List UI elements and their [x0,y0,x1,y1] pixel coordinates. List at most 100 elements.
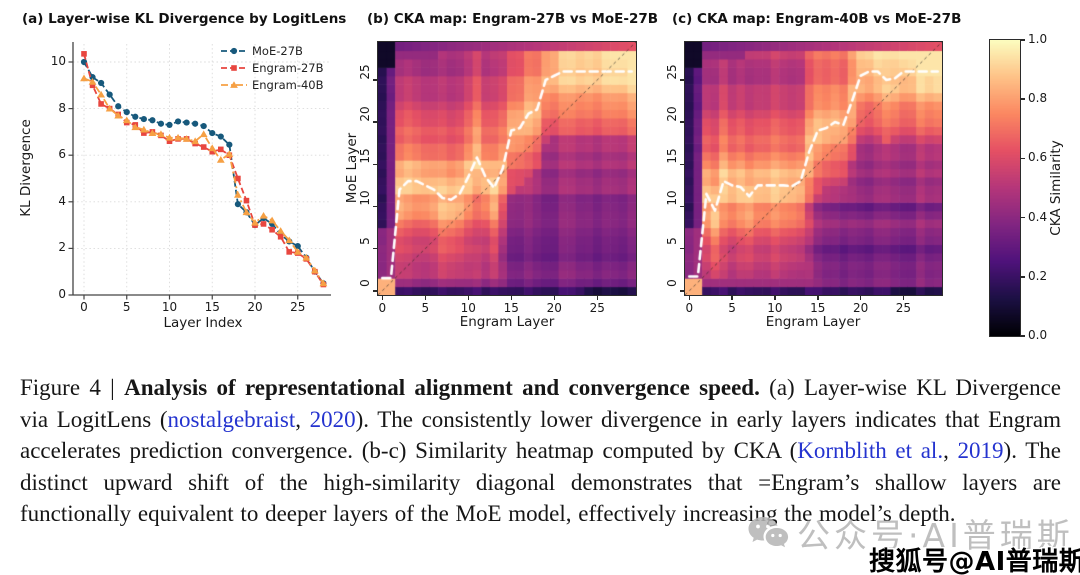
tick-label: 0 [665,278,679,287]
tick-mark [1021,216,1025,219]
tick-label: 20 [546,301,562,315]
tick-label: 10 [50,54,66,68]
tick-label: 25 [358,64,372,80]
tick-label: 5 [421,301,430,315]
tick-mark [680,121,684,123]
tick-label: 0 [685,301,694,315]
tick-label: 15 [204,300,220,314]
panel-a-xaxis-label: Layer Index [163,315,243,331]
tick-mark [680,290,684,292]
tick-mark [774,296,776,300]
cka-heatmap-engram40b-vs-moe27b [684,41,943,296]
caption-text: (a) Layer-wise KL Divergence via LogitLe… [20,375,1061,432]
tick-label: 0.2 [1028,268,1048,283]
tick-mark [817,296,819,300]
caption-text: ). The consistently lower divergence in … [20,406,1061,464]
tick-mark [680,247,684,250]
tick-mark [1021,276,1025,278]
tick-label: 15 [810,301,826,315]
panel-a-yaxis-label: KL Divergence [18,119,34,217]
tick-label: 20 [247,300,263,314]
tick-label: 0 [58,287,66,301]
tick-label: 1.0 [1028,32,1048,46]
tick-mark [680,163,684,166]
tick-mark [1021,157,1025,160]
tick-mark [373,247,377,250]
tick-mark [1021,335,1025,337]
tick-mark [373,205,377,208]
citation-link-nostalgebraist[interactable]: nostalgebraist [167,406,296,432]
tick-label: 0.0 [1028,328,1048,342]
tick-label: 2 [58,240,66,255]
wechat-icon [748,517,789,548]
legend-label: Engram-27B [252,61,324,75]
tick-label: 25 [665,64,679,80]
tick-label: 10 [665,190,679,207]
citation-link-2019[interactable]: 2019 [957,438,1004,463]
caption-text: Figure 4 | [20,375,125,400]
tick-label: 0.4 [1028,209,1048,224]
panel-c-xaxis-label: Engram Layer [765,314,861,330]
caption-text: , [943,438,958,463]
legend-label: MoE-27B [252,44,303,58]
tick-mark [381,296,384,300]
tick-label: 8 [58,100,66,115]
tick-label: 25 [290,300,306,314]
kl-divergence-line-chart: MoE-27B Engram-27B Engram-40B [68,42,331,300]
tick-label: 0.6 [1028,150,1048,165]
figure-caption: Figure 4 | Analysis of representational … [20,372,1061,530]
tick-mark [373,79,377,81]
tick-label: 20 [358,106,372,122]
tick-label: 0 [358,278,372,287]
tick-mark [467,296,470,300]
tick-mark [510,296,513,300]
legend-label: Engram-40B [252,78,324,92]
panel-b-title: (b) CKA map: Engram-27B vs MoE-27B [367,11,659,27]
tick-mark [1021,98,1025,100]
cka-heatmap-engram27b-vs-moe27b [377,41,637,296]
tick-mark [373,163,377,166]
tick-label: 5 [358,236,372,245]
tick-label: 5 [665,236,679,245]
panel-a-title: (a) Layer-wise KL Divergence by LogitLen… [22,11,347,27]
panel-c-title: (c) CKA map: Engram-40B vs MoE-27B [672,11,962,27]
tick-label: 5 [728,301,736,315]
tick-mark [1021,39,1025,41]
caption-text: Analysis of representational alignment a… [124,375,760,400]
tick-label: 25 [589,301,605,315]
tick-mark [902,296,905,300]
tick-label: 10 [358,190,372,207]
citation-link-2020[interactable]: 2020 [309,406,356,432]
cka-similarity-colorbar [989,39,1021,337]
tick-mark [596,296,599,300]
tick-label: 20 [852,301,869,315]
tick-mark [859,296,862,300]
tick-label: 15 [503,301,519,315]
tick-label: 15 [665,148,679,164]
caption-text: , [295,406,310,432]
tick-label: 10 [460,301,476,315]
panel-b-xaxis-label: Engram Layer [459,314,555,330]
caption-text: ). The distinct upward shift of the high… [20,438,1062,526]
tick-mark [680,79,684,81]
tick-label: 10 [767,301,783,315]
tick-mark [373,290,377,292]
tick-label: 5 [122,300,131,314]
tick-mark [688,296,691,300]
tick-label: 10 [161,300,178,314]
tick-label: 0 [80,300,88,314]
tick-label: 15 [358,148,372,164]
tick-label: 4 [58,193,66,208]
tick-mark [373,121,377,123]
wechat-watermark-text: 公众号·AI普瑞斯 [797,516,1074,555]
wechat-watermark: 公众号·AI普瑞斯 [747,509,1074,557]
tick-label: 20 [665,106,679,122]
sohu-watermark: 搜狐号@AI普瑞斯 [869,547,1080,575]
tick-label: 25 [895,301,912,315]
tick-label: 0.8 [1028,91,1048,106]
tick-mark [553,296,556,300]
citation-link-kornblith-et-al[interactable]: Kornblith et al. [797,438,944,463]
tick-mark [731,296,733,300]
tick-label: 0 [378,301,387,315]
